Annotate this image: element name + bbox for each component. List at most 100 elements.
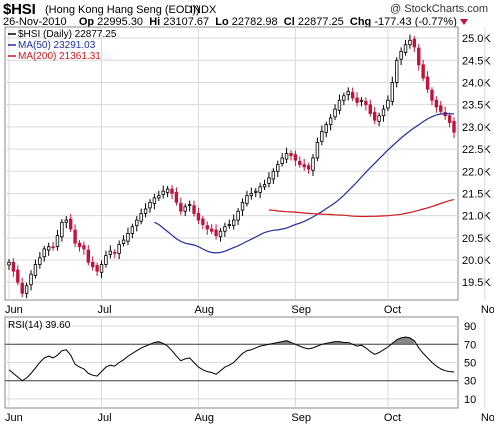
rsi-tick-label: 30 xyxy=(464,376,476,388)
candle-body xyxy=(298,160,302,166)
candle-body xyxy=(232,219,236,227)
candle-body xyxy=(399,51,403,60)
rsi-panel: 10 30 50 70 90 Jun Jul Aug Sep Oct Nov RSI(14) 39.6… xyxy=(4,316,494,424)
candle-body xyxy=(55,235,60,247)
candle-body xyxy=(86,249,91,263)
candle-body xyxy=(386,99,390,109)
candle-body xyxy=(311,157,315,171)
candle-body xyxy=(196,213,201,221)
candle-body xyxy=(350,92,355,99)
candle-body xyxy=(227,224,231,227)
candle-body xyxy=(16,269,20,283)
candle-body xyxy=(82,245,86,250)
candle-body xyxy=(126,233,130,242)
candle-body xyxy=(121,239,126,244)
candle-body xyxy=(328,117,333,126)
candle-body xyxy=(342,95,346,101)
change-value: -177.43 (-0.77%) xyxy=(374,16,457,28)
quote-date: 26-Nov-2010 xyxy=(3,16,67,28)
price-tick-label: 19.5K xyxy=(462,277,491,289)
candle-body xyxy=(447,115,452,123)
candle-body xyxy=(170,188,174,194)
price-tick-label: 22.0K xyxy=(462,166,491,178)
candle-body xyxy=(315,142,320,159)
candle-body xyxy=(11,261,16,272)
candle-body xyxy=(157,195,161,199)
candle-body xyxy=(390,82,395,102)
candle-body xyxy=(161,190,165,195)
candle-body xyxy=(306,165,311,170)
price-tick-label: 22.5K xyxy=(462,144,491,156)
candle-body xyxy=(359,99,364,102)
candle-body xyxy=(68,218,73,230)
candle-body xyxy=(421,64,425,79)
month-label: Aug xyxy=(194,304,214,316)
low-label: Lo xyxy=(215,16,229,28)
candle-body xyxy=(240,201,245,211)
candle-body xyxy=(434,99,439,108)
rsi-month-label: Oct xyxy=(384,412,401,424)
legend-entry: MA(50) 23291.03 xyxy=(18,40,96,51)
candle-body xyxy=(20,282,24,294)
candle-body xyxy=(271,170,276,180)
candle-body xyxy=(276,164,280,172)
candle-body xyxy=(302,164,306,168)
candle-body xyxy=(33,264,38,276)
candle-body xyxy=(377,115,381,122)
candle-body xyxy=(38,257,42,265)
rsi-label: RSI(14) 39.60 xyxy=(8,320,71,331)
price-tick-label: 21.0K xyxy=(462,211,491,223)
candle-body xyxy=(430,89,434,101)
candle-body xyxy=(117,244,121,254)
candle-body xyxy=(130,226,135,234)
candle-body xyxy=(324,124,328,133)
candle-body xyxy=(24,285,29,294)
candle-body xyxy=(73,229,77,244)
candle-body xyxy=(218,230,223,238)
candle-body xyxy=(249,193,254,197)
candle-body xyxy=(139,213,143,222)
candle-body xyxy=(179,203,183,212)
candle-body xyxy=(46,246,51,251)
ma50-line xyxy=(154,112,455,254)
candle-body xyxy=(452,120,456,133)
candle-body xyxy=(104,255,108,265)
candle-body xyxy=(192,205,196,214)
candle-body xyxy=(337,99,342,111)
candle-body xyxy=(143,208,148,214)
candle-body xyxy=(262,184,267,188)
price-tick-label: 25.0K xyxy=(462,33,491,45)
rsi-tick-label: 10 xyxy=(464,394,476,406)
rsi-tick-label: 70 xyxy=(464,339,476,351)
month-label: Nov xyxy=(481,304,494,316)
candle-body xyxy=(77,242,82,248)
price-tick-label: 20.0K xyxy=(462,255,491,267)
price-tick-label: 24.5K xyxy=(462,55,491,67)
candle-body xyxy=(214,229,218,237)
candle-body xyxy=(99,264,104,273)
open-label: Op xyxy=(78,16,95,28)
rsi-tick-label: 50 xyxy=(464,358,476,370)
symbol-title: $HSI xyxy=(3,1,36,18)
rsi-month-label: Sep xyxy=(291,412,311,424)
symbol-name: (Hong Kong Hang Seng (EOD)) xyxy=(45,4,200,16)
candle-body xyxy=(267,177,271,184)
candle-body xyxy=(280,157,284,164)
high-value: 23107.67 xyxy=(163,16,210,28)
candle-body xyxy=(381,108,386,117)
price-panel: 19.5K 20.0K 20.5K 21.0K 21.5K 22.0K 22.5K 23.0K… xyxy=(4,26,494,316)
candle-body xyxy=(408,39,412,46)
price-tick-label: 23.5K xyxy=(462,100,491,112)
low-value: 22782.98 xyxy=(231,16,278,28)
candle-body xyxy=(60,221,64,238)
candle-body xyxy=(209,228,214,232)
candle-body xyxy=(183,206,187,212)
close-value: 22877.25 xyxy=(297,16,344,28)
candle-body xyxy=(320,130,324,142)
month-label: Jun xyxy=(5,304,23,316)
candle-body xyxy=(187,204,192,207)
rsi-month-label: Jul xyxy=(98,412,112,424)
candle-body xyxy=(254,190,258,193)
candle-body xyxy=(165,188,170,193)
